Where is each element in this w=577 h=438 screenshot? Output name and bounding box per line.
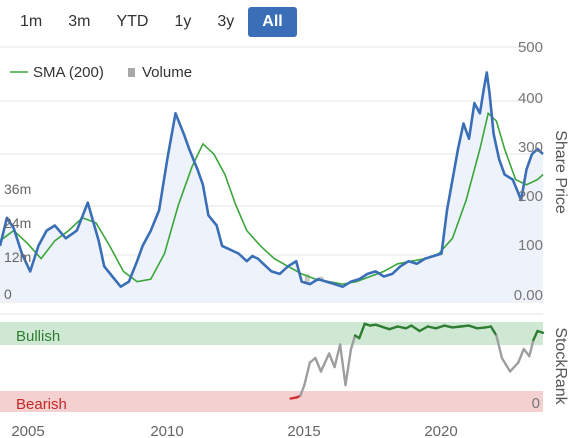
- x-tick-2005: 2005: [11, 423, 44, 438]
- range-button-1y[interactable]: 1y: [174, 13, 192, 30]
- stockrank-segment: [418, 325, 429, 333]
- stockrank-segment: [495, 334, 504, 360]
- x-tick-2015: 2015: [287, 423, 320, 438]
- volume-tick-24m: 24m: [4, 215, 31, 231]
- price-axis-title: Share Price: [552, 130, 569, 214]
- stockrank-segment: [443, 324, 454, 329]
- range-button-3y[interactable]: 3y: [217, 13, 235, 30]
- stockrank-segment: [508, 361, 520, 373]
- stockrank-line: [289, 322, 545, 400]
- stockrank-segment: [459, 324, 471, 328]
- range-selector: 1m 3m YTD 1y 3y All: [8, 7, 299, 37]
- price-tick-400: 400: [518, 90, 543, 107]
- volume-tick-12m: 12m: [4, 249, 31, 265]
- stockrank-segment: [476, 326, 487, 330]
- stockrank-segment: [327, 352, 336, 369]
- range-button-ytd[interactable]: YTD: [116, 13, 149, 30]
- volume-tick-0: 0: [4, 286, 12, 302]
- x-axis: 2005 2010 2015 2020: [11, 423, 457, 438]
- x-tick-2020: 2020: [424, 423, 457, 438]
- legend-sma-label[interactable]: SMA (200): [33, 64, 104, 81]
- stockrank-segment: [517, 347, 525, 364]
- stockrank-segment: [451, 325, 462, 329]
- price-tick-200: 200: [518, 188, 543, 205]
- price-tick-0: 0.00: [514, 287, 543, 304]
- bullish-label: Bullish: [16, 328, 60, 345]
- price-line: [0, 71, 544, 288]
- stockrank-axis-title: StockRank: [552, 327, 569, 405]
- stockrank-segment: [319, 352, 331, 373]
- bearish-label: Bearish: [16, 396, 67, 413]
- legend-volume-swatch: [128, 68, 135, 77]
- stockrank-segment: [536, 329, 545, 334]
- bearish-band: [0, 391, 543, 412]
- stockrank-segment: [314, 356, 323, 373]
- x-tick-2010: 2010: [150, 423, 183, 438]
- stockrank-segment: [528, 338, 535, 358]
- range-button-3m[interactable]: 3m: [68, 13, 91, 30]
- stockrank-segment: [410, 324, 421, 333]
- stockrank-segment: [396, 325, 408, 330]
- stockrank-segment: [532, 329, 539, 342]
- stockrank-segment: [358, 322, 366, 340]
- price-axis: 500 400 300 200 100 0.00 Share Price: [514, 39, 569, 304]
- price-tick-100: 100: [518, 237, 543, 254]
- range-button-all[interactable]: All: [248, 7, 297, 37]
- stockrank-segment: [299, 383, 306, 397]
- stockrank-segment: [434, 324, 446, 330]
- volume-axis: 36m 24m 12m 0: [4, 181, 31, 302]
- chart-legend: SMA (200) Volume: [10, 64, 192, 81]
- stockrank-segment: [333, 343, 342, 369]
- stockrank-segment: [388, 325, 399, 331]
- price-tick-300: 300: [518, 139, 543, 156]
- sma-line: [0, 111, 544, 285]
- stockrank-segment: [349, 334, 357, 351]
- stockrank-segment: [489, 325, 498, 337]
- stockrank-segment: [380, 325, 391, 331]
- stockrank-segment: [467, 324, 479, 330]
- stockrank-segment: [338, 343, 347, 387]
- stockrank-tick-0: 0: [532, 395, 540, 412]
- stockrank-segment: [500, 356, 512, 373]
- price-tick-500: 500: [518, 39, 543, 56]
- price-area-fill: [0, 72, 543, 302]
- range-button-1m[interactable]: 1m: [20, 13, 43, 30]
- volume-tick-36m: 36m: [4, 181, 31, 197]
- stockrank-segment: [303, 361, 312, 387]
- stockrank-segment: [426, 325, 438, 330]
- stockrank-segment: [344, 347, 353, 387]
- legend-volume-label[interactable]: Volume: [142, 64, 192, 81]
